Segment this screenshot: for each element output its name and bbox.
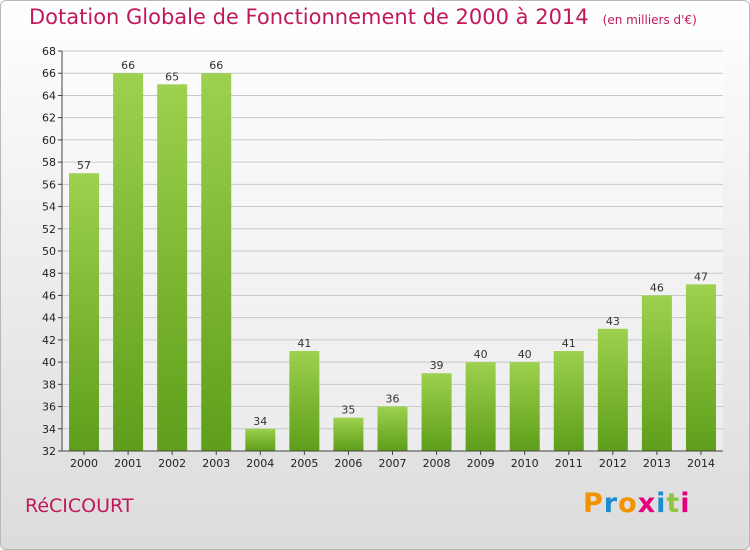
x-tick-label: 2004 (246, 457, 274, 470)
logo-letter: o (618, 488, 638, 519)
bar-value-label: 66 (121, 59, 135, 72)
unit-label: (en milliers d'€) (602, 13, 697, 27)
logo-letter: P (583, 488, 604, 519)
y-tick-label: 58 (42, 156, 56, 169)
bar-value-label: 43 (606, 315, 620, 328)
logo-letter: t (666, 488, 681, 519)
y-tick-label: 32 (42, 445, 56, 458)
x-tick-label: 2014 (687, 457, 715, 470)
bar (245, 428, 276, 451)
bar-value-label: 40 (474, 348, 488, 361)
x-tick-label: 2009 (467, 457, 495, 470)
bar-value-label: 35 (341, 404, 355, 417)
bar-value-label: 36 (386, 393, 400, 406)
y-tick-label: 52 (42, 223, 56, 236)
bar (465, 362, 496, 451)
bar (641, 295, 672, 451)
y-tick-label: 56 (42, 178, 56, 191)
y-tick-label: 68 (42, 45, 56, 58)
chart-title: Dotation Globale de Fonctionnement de 20… (29, 5, 697, 29)
bar-value-label: 34 (253, 415, 267, 428)
x-tick-label: 2003 (202, 457, 230, 470)
y-tick-label: 50 (42, 245, 56, 258)
logo-letter: r (603, 488, 619, 519)
bar-value-label: 57 (77, 159, 91, 172)
x-tick-label: 2002 (158, 457, 186, 470)
logo-letter: i (656, 488, 667, 519)
bar (69, 173, 100, 451)
x-tick-label: 2005 (290, 457, 318, 470)
bar-value-label: 40 (518, 348, 532, 361)
bar (509, 362, 540, 451)
bar (157, 84, 188, 451)
bar-value-label: 41 (562, 337, 576, 350)
proxiti-logo[interactable]: Proxiti (583, 488, 691, 519)
logo-letter: i (680, 488, 691, 519)
bar (553, 351, 584, 451)
bar-value-label: 66 (209, 59, 223, 72)
bar (333, 417, 364, 451)
y-tick-label: 40 (42, 356, 56, 369)
bar-value-label: 46 (650, 281, 664, 294)
y-tick-label: 60 (42, 134, 56, 147)
title-text: Dotation Globale de Fonctionnement de 20… (29, 5, 589, 29)
y-tick-label: 66 (42, 67, 56, 80)
x-tick-label: 2008 (423, 457, 451, 470)
bar-value-label: 41 (297, 337, 311, 350)
y-tick-label: 62 (42, 112, 56, 125)
bar (421, 373, 452, 451)
bars: 57 66 65 66 34 41 35 36 39 40 40 41 43 46 47 (69, 59, 716, 451)
y-tick-label: 64 (42, 89, 56, 102)
x-tick-label: 2001 (114, 457, 142, 470)
y-tick-label: 42 (42, 334, 56, 347)
bar-value-label: 65 (165, 70, 179, 83)
y-tick-label: 34 (42, 423, 56, 436)
x-tick-label: 2007 (379, 457, 407, 470)
x-tick-label: 2011 (555, 457, 583, 470)
logo-letter: x (637, 488, 657, 519)
bar (289, 351, 320, 451)
x-tick-label: 2006 (334, 457, 362, 470)
bar-value-label: 47 (694, 270, 708, 283)
y-tick-label: 38 (42, 378, 56, 391)
y-tick-label: 48 (42, 267, 56, 280)
y-tick-label: 36 (42, 401, 56, 414)
commune-name: RéCICOURT (25, 495, 134, 517)
y-tick-label: 44 (42, 312, 56, 325)
bar (597, 328, 628, 451)
x-tick-label: 2000 (70, 457, 98, 470)
bar (113, 73, 144, 451)
y-tick-label: 54 (42, 201, 56, 214)
bar (685, 284, 716, 451)
bar (201, 73, 232, 451)
x-tick-label: 2010 (511, 457, 539, 470)
x-tick-label: 2012 (599, 457, 627, 470)
bar-value-label: 39 (430, 359, 444, 372)
y-tick-label: 46 (42, 289, 56, 302)
axes: 32 34 36 38 40 42 44 46 48 50 52 54 56 58 60 62 64 66 68 20… (42, 45, 723, 470)
bar (377, 406, 408, 451)
x-tick-label: 2013 (643, 457, 671, 470)
